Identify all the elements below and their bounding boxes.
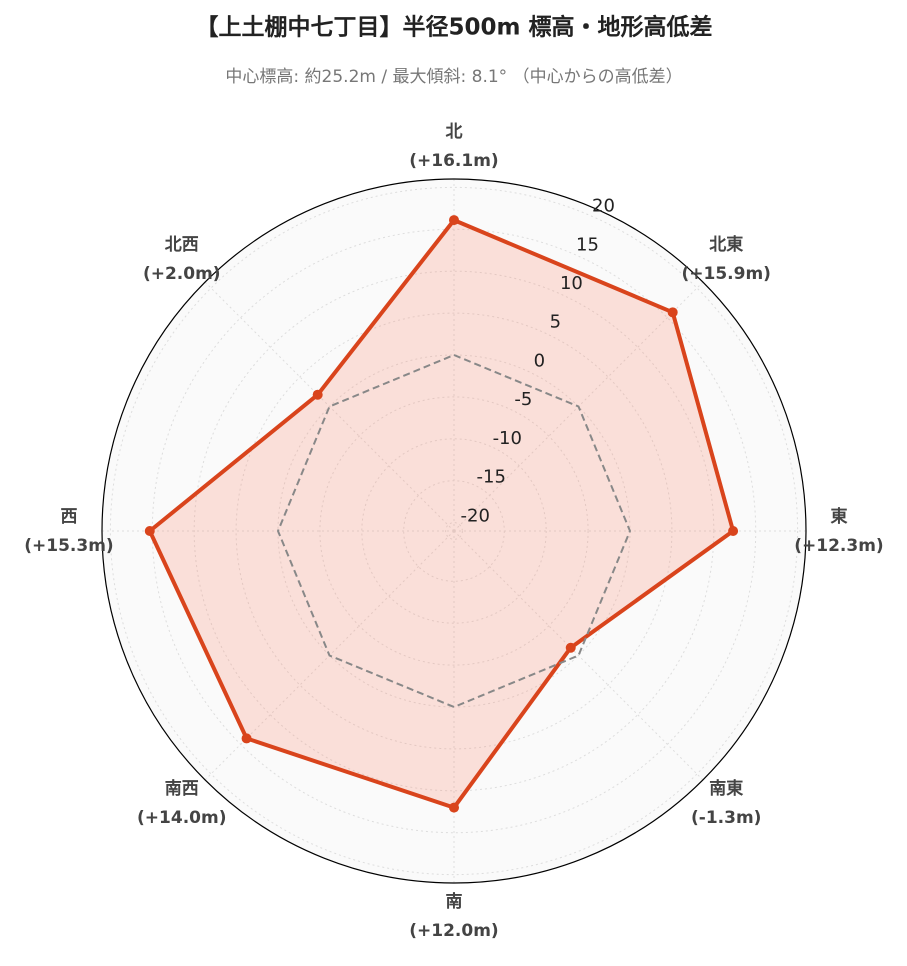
category-label: 東 — [831, 506, 848, 527]
data-point — [667, 307, 678, 318]
value-label: (+2.0m) — [143, 264, 221, 284]
category-label: 北西 — [165, 235, 199, 255]
category-label: 西 — [61, 507, 78, 527]
value-label: (-1.3m) — [691, 808, 761, 828]
grid-circle — [319, 396, 589, 666]
r-tick-label: 10 — [560, 273, 583, 294]
data-point — [728, 526, 739, 536]
grid-circle — [235, 312, 673, 750]
grid-circle — [361, 438, 547, 624]
category-label: 南東 — [709, 778, 743, 799]
data-point — [312, 389, 323, 400]
r-tick-label: -5 — [514, 389, 532, 410]
category-label: 北 — [446, 122, 463, 142]
data-point — [241, 733, 252, 744]
value-label: (+16.1m) — [409, 151, 498, 171]
value-label: (+14.0m) — [137, 808, 226, 828]
r-tick-label: -15 — [477, 467, 506, 488]
plot-border — [101, 178, 807, 884]
data-point — [144, 526, 155, 536]
chart-subtitle: 中心標高: 約25.2m / 最大傾斜: 8.1° （中心からの高低差） — [225, 67, 682, 87]
reference-line — [276, 353, 632, 709]
data-point — [449, 802, 459, 813]
grid-circle — [109, 186, 799, 876]
r-tick-label: 20 — [592, 196, 615, 217]
r-tick-label: -10 — [493, 428, 522, 449]
value-label: (+15.9m) — [682, 264, 771, 284]
category-label: 北東 — [709, 234, 743, 255]
grid-circle — [193, 270, 715, 792]
r-tick-label: 15 — [576, 234, 599, 255]
r-tick-label: 5 — [550, 312, 561, 333]
category-label: 南西 — [165, 778, 199, 799]
spoke — [453, 530, 704, 781]
value-label: (+15.3m) — [24, 536, 113, 556]
grid-circle — [445, 522, 463, 540]
value-label: (+12.3m) — [794, 536, 883, 556]
spoke — [204, 281, 455, 532]
category-label: 南 — [446, 891, 463, 912]
data-point — [565, 642, 576, 653]
r-tick-label: -20 — [461, 505, 490, 526]
r-tick-label: 0 — [534, 350, 545, 371]
chart-title: 【上土棚中七丁目】半径500m 標高・地形高低差 — [196, 14, 713, 41]
value-label: (+12.0m) — [409, 921, 498, 941]
data-point — [449, 215, 459, 226]
